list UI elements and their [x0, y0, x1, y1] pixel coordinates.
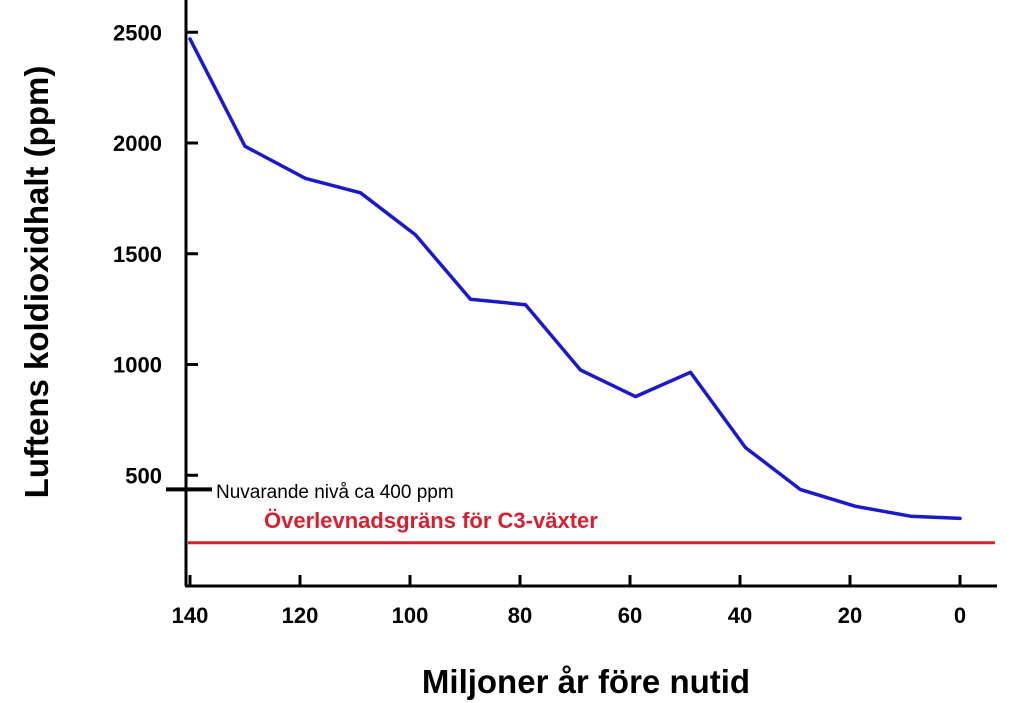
- co2-data-point: [854, 504, 857, 508]
- co2-data-point: [634, 395, 637, 399]
- y-ticks: 500 1000 1500 2000 2500: [113, 20, 198, 488]
- co2-data-point: [188, 37, 192, 41]
- co2-data-point: [524, 303, 527, 307]
- co2-data-point: [243, 144, 247, 148]
- current-level-label: Nuvarande nivå ca 400 ppm: [216, 482, 454, 503]
- co2-data-point: [414, 233, 417, 237]
- co2-data-point: [359, 191, 362, 195]
- co2-data-point: [909, 514, 912, 518]
- x-tick-label: 140: [172, 603, 209, 628]
- y-tick-label: 500: [125, 463, 162, 488]
- annotations: Nuvarande nivå ca 400 ppm Överlevnadsgrän…: [166, 482, 995, 545]
- x-tick-label: 120: [282, 603, 319, 628]
- y-tick-label: 2500: [113, 20, 162, 45]
- y-tick-label: 1500: [113, 242, 162, 267]
- x-tick-label: 40: [728, 603, 752, 628]
- y-axis-title: Luftens koldioxidhalt (ppm): [18, 66, 55, 499]
- y-tick-label: 2000: [113, 131, 162, 156]
- x-ticks: 140 120 100 80 60 40 20 0: [172, 575, 966, 628]
- co2-data-point: [689, 370, 692, 374]
- y-tick-label: 1000: [113, 353, 162, 378]
- co2-data-point: [469, 297, 472, 301]
- x-tick-label: 80: [508, 603, 532, 628]
- co2-data-point: [958, 516, 962, 520]
- series-layer: [188, 37, 962, 521]
- x-tick-label: 60: [618, 603, 642, 628]
- co2-data-point: [744, 446, 747, 450]
- x-tick-label: 0: [954, 603, 966, 628]
- c3-survival-threshold-label: Överlevnadsgräns för C3-växter: [264, 508, 598, 533]
- x-tick-label: 100: [392, 603, 429, 628]
- x-axis-title: Miljoner år före nutid: [422, 663, 750, 700]
- co2-series-line: [188, 37, 962, 521]
- co2-data-point: [304, 176, 307, 180]
- x-tick-label: 20: [838, 603, 862, 628]
- co2-data-point: [579, 368, 582, 372]
- co2-data-point: [799, 488, 802, 492]
